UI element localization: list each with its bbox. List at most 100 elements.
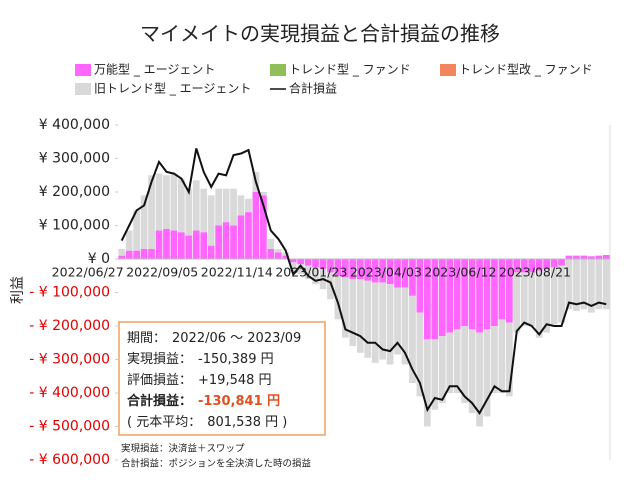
bar — [230, 225, 237, 259]
bar — [424, 259, 431, 340]
bar — [558, 265, 565, 323]
bar — [416, 259, 424, 313]
annotation-value: -150,389 円 — [198, 352, 274, 367]
bar — [312, 267, 319, 285]
bar — [438, 336, 446, 404]
bar — [155, 173, 163, 231]
bar — [595, 255, 603, 259]
bar — [573, 259, 580, 311]
bar — [245, 198, 252, 213]
bar — [192, 230, 200, 259]
annotation-label: 期間： — [127, 331, 166, 346]
bar — [371, 282, 379, 363]
bar — [513, 259, 521, 273]
bar — [543, 259, 550, 270]
y-tick-label: ¥ 100,000 — [39, 218, 110, 234]
annotation: 合計損益： -130,841 円 — [127, 393, 280, 409]
bar — [409, 295, 416, 383]
x-tick-label: 2023/06/12 — [424, 265, 496, 280]
x-tick-label: 2022/06/27 — [52, 265, 124, 280]
bar — [163, 228, 170, 259]
bar — [483, 259, 491, 330]
bar — [520, 272, 528, 326]
bar — [304, 259, 312, 266]
bar — [431, 259, 439, 340]
bar — [327, 259, 334, 273]
bar — [185, 188, 193, 236]
bar — [207, 195, 215, 246]
footnote: 合計損益：ポジションを全決済した時の損益 — [121, 458, 312, 470]
annotation: ( 元本平均： 801,538 円 ) — [127, 415, 287, 430]
bar — [215, 225, 222, 259]
bar — [468, 329, 476, 414]
bar — [267, 238, 275, 249]
annotation: 実現損益： -150,389 円 — [127, 351, 274, 367]
bar — [185, 235, 193, 259]
bar — [401, 287, 409, 365]
bar — [155, 230, 163, 259]
bar — [491, 326, 498, 393]
bar — [133, 210, 140, 251]
legend-label: トレンド型改 _ ファンド — [459, 63, 593, 77]
bar — [386, 259, 394, 285]
x-tick-label: 2022/11/14 — [201, 265, 273, 280]
annotation-label: 合計損益： — [127, 393, 192, 409]
bar — [438, 259, 446, 337]
bar — [588, 259, 595, 313]
bar — [453, 259, 461, 330]
y-tick-label: ¥ 0 — [88, 251, 110, 267]
bar — [543, 269, 550, 333]
bar — [289, 262, 297, 273]
footnote: 実現損益：決済益＋スワップ — [121, 443, 245, 455]
bar — [200, 188, 208, 233]
bar — [349, 279, 357, 347]
bar — [200, 232, 208, 259]
legend-label: 合計損益 — [289, 81, 337, 96]
bar — [274, 252, 282, 259]
bar — [386, 284, 394, 365]
bar — [222, 188, 230, 223]
bar — [334, 275, 342, 320]
bar — [267, 248, 275, 259]
bar — [535, 270, 543, 338]
bar — [140, 195, 148, 249]
annotation: 期間： 2022/06 ～ 2023/09 — [127, 331, 301, 346]
legend-label: トレンド型 _ ファンド — [289, 63, 411, 77]
bar — [297, 259, 304, 265]
bar — [118, 255, 126, 259]
legend-label: 旧トレンド型 _ エージェント — [94, 82, 251, 96]
chart-title: マイメイトの実現損益と合計損益の推移 — [140, 22, 500, 46]
y-tick-label: ¥ 400,000 — [39, 117, 110, 133]
bar — [282, 255, 290, 259]
bar — [595, 259, 603, 310]
bar — [446, 259, 454, 333]
annotation-label: 評価損益： — [127, 373, 192, 388]
bar — [476, 259, 483, 333]
bar — [319, 259, 327, 270]
x-tick-label: 2023/04/03 — [350, 265, 422, 280]
bar — [528, 259, 536, 273]
bar — [453, 329, 461, 393]
y-tick-label: - ¥ 100,000 — [29, 285, 110, 301]
bar — [379, 282, 386, 360]
bar — [364, 280, 372, 358]
y-axis-title: 利益 — [10, 276, 26, 304]
line — [120, 148, 607, 415]
bar — [342, 259, 349, 278]
bar — [565, 255, 573, 259]
y-tick-label: ¥ 200,000 — [39, 184, 110, 200]
bar — [297, 264, 304, 275]
bar — [125, 230, 133, 251]
bar — [401, 259, 409, 288]
bar — [148, 248, 155, 259]
bar — [491, 259, 498, 326]
x-tick-label: 2023/01/23 — [275, 265, 347, 280]
bar — [349, 259, 357, 280]
bar — [602, 254, 610, 259]
bar — [588, 256, 595, 259]
bar — [133, 250, 140, 259]
bar — [140, 248, 148, 259]
bar — [468, 259, 476, 330]
bar — [334, 259, 342, 276]
